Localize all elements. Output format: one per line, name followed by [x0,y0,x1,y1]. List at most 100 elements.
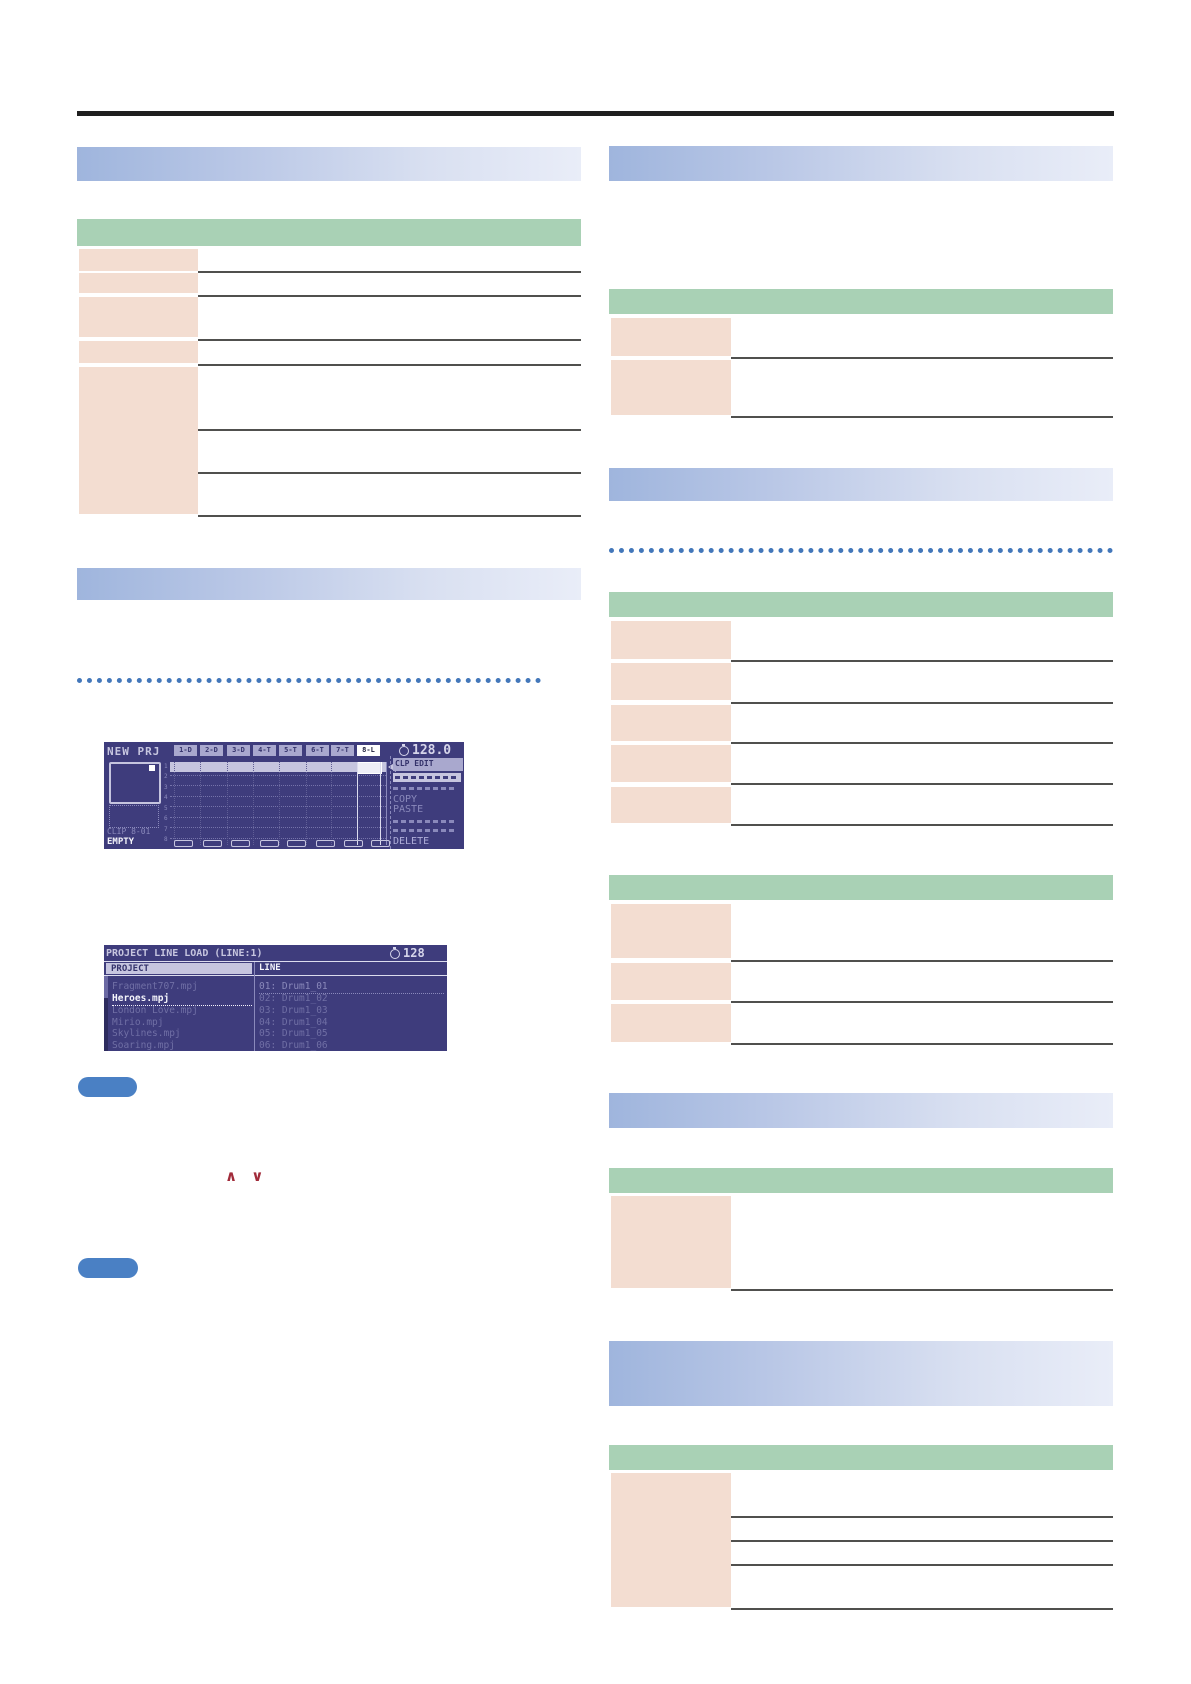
line-list-item: 05: Drum1_05 [259,1028,328,1039]
lcd-screen-project-load: PROJECT LINE LOAD (LINE:1) 128 PROJECT L… [104,945,447,1051]
lcd1-tempo: 128.0 [412,743,452,758]
grid-line [170,817,386,818]
project-list-item: Fragment707.mpj [112,981,198,992]
selected-track-column-edge [357,762,358,845]
lcd2-title-rule [104,961,447,962]
clip-preview-box [109,762,161,804]
table-row-label-cell [611,1004,731,1042]
lcd2-header-rule [104,975,447,976]
table-row-label-cell [79,249,198,271]
table-row-divider [731,783,1113,785]
line-list-item-selected: 01: Drum1_01 [259,981,328,992]
lcd1-menu-copy: COPY [393,794,418,805]
grid-column-line [200,762,201,845]
lcd2-column-divider [254,962,255,1051]
project-list-item: Mirio.mpj [112,1017,164,1028]
grid-row-number: 1 [164,763,168,770]
pad-indicator [371,840,390,847]
lcd2-tempo: 128 [403,946,425,960]
grid-column-line [227,762,228,845]
pad-indicator [203,840,222,847]
table-header-bar [609,1445,1113,1470]
grid-line [170,827,386,828]
grid-row-number: 7 [164,826,168,833]
selected-line-underline [259,993,444,994]
table-row-divider [731,1564,1113,1566]
pad-indicator [260,840,279,847]
grid-row-number: 4 [164,794,168,801]
cursor-down-icon: ∨ [251,1167,278,1185]
table-row-divider [731,824,1113,826]
section-header-bar [77,568,581,600]
table-row-divider [731,1516,1113,1518]
grid-row-number: 2 [164,773,168,780]
table-row-divider [198,271,581,273]
menu-item-selected-placeholder [393,773,461,782]
track-tab: 5-T [279,745,302,756]
table-header-bar [609,592,1113,617]
grid-line [170,775,386,776]
lcd1-clip-status: EMPTY [107,837,135,847]
track-tab: 6-T [306,745,329,756]
table-row-divider [731,660,1113,662]
line-list-item: 06: Drum1_06 [259,1040,328,1051]
line-list-item: 02: Drum1_02 [259,993,328,1004]
table-row-divider [731,960,1113,962]
dotted-separator [609,548,1113,553]
grid-row-number: 3 [164,784,168,791]
lcd2-project-column-header: PROJECT [106,963,252,974]
table-row-divider [198,364,581,366]
row-marker-icon [388,762,396,772]
pad-indicator [287,840,306,847]
section-header-bar [609,146,1113,181]
cursor-arrows: ∧∨ [225,1167,277,1185]
lcd1-menu-delete: DELETE [393,836,430,847]
grid-line [170,838,386,839]
grid-line [170,806,386,807]
lcd2-title: PROJECT LINE LOAD (LINE:1) [106,948,263,959]
table-row-divider [198,515,581,517]
table-row-divider [731,416,1113,418]
menu-item-placeholder [393,820,457,823]
menu-item-placeholder [393,829,457,832]
memo-badge [78,1077,137,1097]
lcd2-scrollbar-thumb [104,976,108,998]
pad-indicator [174,840,193,847]
track-tab: 1-D [174,745,197,756]
memo-badge [78,1258,138,1278]
grid-column-line [306,762,307,845]
menu-divider [390,756,391,849]
menu-item-placeholder [393,787,457,790]
grid-column-line [253,762,254,845]
lcd1-menu-paste: PASTE [393,804,424,815]
table-row-divider [731,1289,1113,1291]
table-row-label-cell [611,318,731,356]
section-header-bar [609,468,1113,501]
table-header-bar [609,1168,1113,1193]
lcd2-project-header-label: PROJECT [111,964,149,974]
track-tab: 4-T [253,745,276,756]
table-row-label-cell [611,621,731,659]
grid-row-number: 6 [164,815,168,822]
table-row-label-cell [611,663,731,700]
project-list-item-selected: Heroes.mpj [112,993,170,1004]
grid-line [170,796,386,797]
table-row-divider [198,472,581,474]
track-tab-selected: 8-L [357,745,380,756]
table-row-label-cell [611,963,731,1000]
section-header-bar-large [609,1341,1113,1406]
top-rule [77,111,1114,116]
pad-indicator [316,840,335,847]
project-list-item: London Love.mpj [112,1005,198,1016]
clock-icon [399,744,409,756]
pad-indicator [344,840,363,847]
table-row-label-cell [611,360,731,415]
table-row-divider [731,742,1113,744]
lcd2-line-column-header: LINE [259,963,281,973]
grid-column-line [174,762,175,845]
grid-column-line [279,762,280,845]
table-row-divider [731,1001,1113,1003]
table-row-divider [198,339,581,341]
table-header-bar [609,289,1113,314]
